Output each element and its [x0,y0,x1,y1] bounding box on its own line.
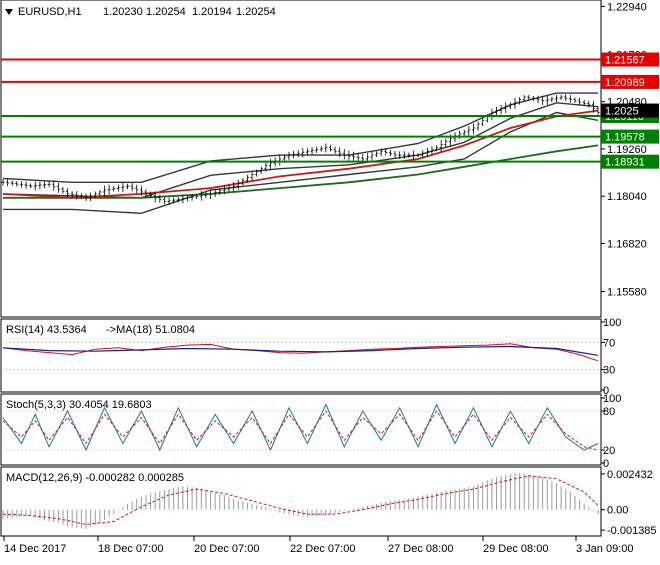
time-tick-label: 3 Jan 09:00 [576,543,634,555]
rsi-ma-label: ->MA(18) 51.0804 [106,324,195,336]
time-tick-label: 27 Dec 08:00 [388,543,453,555]
level-price-label: 1.19578 [605,132,645,144]
indicator-tick-label: 20 [603,445,615,457]
macd-tick-label: 0.002432 [607,469,653,481]
stoch-signal-line [2,410,599,451]
panel-frames [0,0,602,537]
price-tick-label: 1.22940 [607,1,647,13]
indicator-tick-label: 0 [603,385,609,397]
ohlc-low: 1.20194 [192,6,232,18]
time-tick-label: 22 Dec 07:00 [290,543,355,555]
rsi-plot: 100 70 30 0 [1,317,621,397]
rsi-line [2,343,599,362]
rsi-panel-frame [0,318,602,393]
macd-label: MACD(12,26,9) -0.000282 0.000285 [6,472,184,484]
main-panel-frame [0,0,602,318]
macd-tick-label: -0.001385 [607,525,657,537]
ohlc-high: 1.20254 [146,6,186,18]
time-tick-label: 14 Dec 2017 [4,543,66,555]
indicator-tick-label: 0 [603,458,609,470]
macd-tick-label: 0.00 [607,505,628,517]
price-tick-label: 1.18040 [607,191,647,203]
indicator-tick-label: 100 [603,393,621,405]
level-price-label: 1.20989 [605,77,645,89]
current-price-box [601,103,659,118]
price-tick-label: 1.16820 [607,238,647,250]
ohlc-open: 1.20230 [103,6,143,18]
level-price-box [601,129,659,144]
rsi-ma-line [2,345,599,356]
level-price-label: 1.21567 [605,55,645,67]
ma-fast-line [2,109,599,199]
time-tick-label: 18 Dec 07:00 [98,543,163,555]
symbol-label: EURUSD,H1 [18,6,82,18]
time-tick-label: 29 Dec 08:00 [483,543,548,555]
price-bars [1,94,600,206]
price-axis: 1.229401.217001.204801.192601.180401.168… [601,1,659,299]
stoch-label: Stoch(5,3,3) 30.4054 19.6803 [6,399,152,411]
macd-plot: 0.002432 0.00 -0.001385 [2,469,657,537]
main-plot [1,58,601,215]
level-price-box [601,74,659,89]
ohlc-close: 1.20254 [236,6,276,18]
price-tick-label: 1.19260 [607,144,647,156]
main-header: EURUSD,H1 1.20230 1.20254 1.20194 1.2025… [5,6,276,18]
indicator-tick-label: 100 [603,317,621,329]
level-price-label: 1.18931 [605,157,645,169]
level-price-box [601,154,659,169]
level-price-box [601,52,659,67]
bollinger-lower-line [3,111,599,215]
current-price-label: 1.2025 [605,106,639,118]
ma-slow-line [3,144,599,199]
dropdown-triangle-icon[interactable] [5,9,13,15]
indicator-tick-label: 30 [603,365,615,377]
rsi-label: RSI(14) 43.5364 [6,324,87,336]
time-tick-label: 20 Dec 07:00 [194,543,259,555]
price-tick-label: 1.15580 [607,287,647,299]
macd-signal-line [2,475,599,525]
indicator-tick-label: 70 [603,337,615,349]
indicator-tick-label: 80 [603,406,615,418]
time-axis: 14 Dec 2017 18 Dec 07:00 20 Dec 07:00 22 De… [3,536,634,555]
